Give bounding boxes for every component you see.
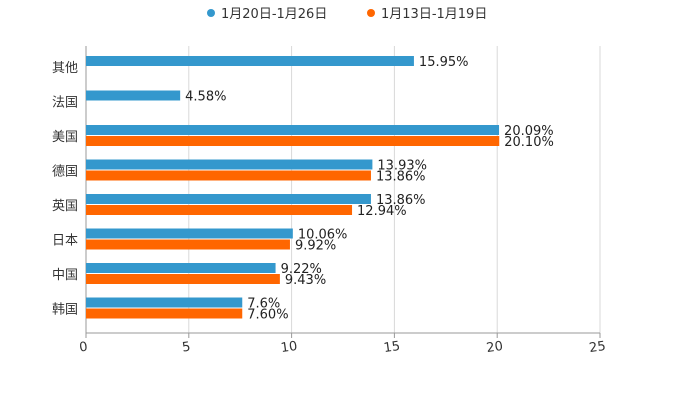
data-label: 9.92% [295,239,336,254]
legend-label: 1月20日-1月26日 [221,7,327,22]
bar-1[interactable] [86,90,181,101]
category-label: 法国 [52,96,78,111]
data-label: 10.06% [298,228,348,243]
data-labels: 15.95%4.58%20.09%20.10%13.93%13.86%13.86… [185,55,554,323]
x-tick-label: 15 [383,339,401,356]
category-label: 韩国 [52,303,78,318]
legend-marker [367,9,375,17]
data-label: 15.95% [419,55,469,70]
bar-1[interactable] [86,159,373,170]
bar-1[interactable] [86,297,243,308]
bar-2[interactable] [86,239,290,250]
x-tick-label: 20 [485,339,503,356]
bar-2[interactable] [86,136,500,146]
data-label: 13.86% [376,170,426,185]
x-tick-label: 5 [181,340,191,356]
bar-1[interactable] [86,263,276,273]
data-label: 7.60% [247,308,288,323]
bar-2[interactable] [86,170,371,181]
x-axis-ticks: 0 5 10 15 20 25 [78,333,607,356]
bar-1[interactable] [86,228,293,239]
data-label: 7.6% [247,297,280,312]
legend-marker [207,9,215,17]
data-label: 9.22% [281,262,322,277]
x-tick-label: 0 [78,340,88,356]
legend-item-1[interactable]: 1月20日-1月26日 [207,7,327,22]
bar-1[interactable] [86,56,414,66]
category-label: 其他 [52,61,78,76]
bar-2[interactable] [86,308,243,319]
data-label: 13.93% [377,159,427,174]
category-label: 中国 [52,268,78,283]
category-label: 日本 [52,234,78,249]
legend-label: 1月13日-1月19日 [381,7,487,22]
category-label: 德国 [52,165,78,180]
category-label: 美国 [52,130,78,145]
bar-1[interactable] [86,125,500,135]
gridlines [85,46,601,334]
data-label: 20.10% [504,135,554,150]
legend-item-2[interactable]: 1月13日-1月19日 [367,7,487,22]
data-label: 20.09% [504,124,554,139]
bar-1[interactable] [86,194,371,204]
data-label: 4.58% [185,90,226,105]
bars [86,56,500,319]
category-label: 英国 [52,199,78,214]
x-tick-label: 10 [280,339,298,356]
bar-2[interactable] [86,274,280,284]
data-label: 13.86% [376,193,426,208]
x-tick-label: 25 [588,339,606,356]
data-label: 9.43% [285,273,326,288]
legend[interactable]: 1月20日-1月26日 1月13日-1月19日 [207,7,487,22]
bar-2[interactable] [86,205,353,215]
data-label: 12.94% [357,204,407,219]
